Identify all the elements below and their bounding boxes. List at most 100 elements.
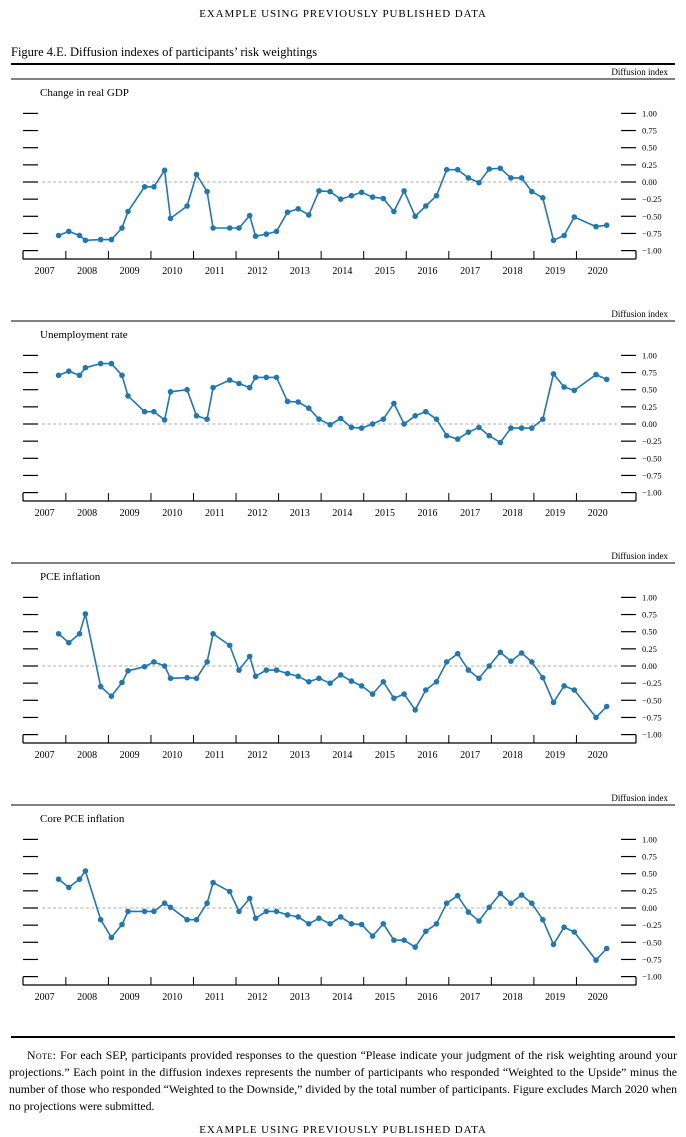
x-axis-year-label: 2011 xyxy=(205,992,225,1003)
x-axis-year-label: 2012 xyxy=(247,750,267,761)
data-point xyxy=(561,232,567,239)
data-point xyxy=(497,165,504,172)
data-point xyxy=(193,413,200,419)
x-axis-year-label: 2020 xyxy=(588,750,608,761)
data-point xyxy=(184,916,190,923)
data-point xyxy=(518,892,525,898)
data-point xyxy=(141,908,148,915)
data-point xyxy=(119,679,125,686)
data-point xyxy=(236,380,242,387)
data-point xyxy=(151,408,157,415)
x-axis-year-label: 2013 xyxy=(290,508,310,519)
data-point xyxy=(108,934,115,941)
series-line xyxy=(58,870,608,961)
chart-panel-2: Diffusion index PCE inflation 1.00 0.75 0.50… xyxy=(11,551,675,761)
data-point xyxy=(433,921,440,927)
data-point xyxy=(226,888,233,895)
data-point xyxy=(210,879,216,886)
data-point xyxy=(369,933,376,939)
data-point xyxy=(97,236,104,243)
data-point xyxy=(348,424,355,431)
data-point xyxy=(226,225,233,231)
x-axis-year-label: 2010 xyxy=(162,266,182,277)
x-axis-year-label: 2015 xyxy=(375,992,395,1003)
diffusion-index-label: Diffusion index xyxy=(611,793,668,803)
data-point xyxy=(561,924,567,930)
data-point xyxy=(529,900,535,906)
data-point xyxy=(306,212,312,218)
y-axis-tick-label: −0.75 xyxy=(642,470,662,480)
x-axis-year-label: 2015 xyxy=(375,750,395,761)
data-point xyxy=(454,650,461,657)
x-axis-year-label: 2009 xyxy=(120,750,140,761)
data-point xyxy=(433,192,440,199)
data-point xyxy=(593,371,599,378)
data-point xyxy=(369,691,376,697)
y-axis-tick-label: 0.75 xyxy=(642,852,657,862)
x-axis-year-label: 2007 xyxy=(35,508,55,519)
panel-title: Core PCE inflation xyxy=(40,813,125,825)
data-point xyxy=(263,908,270,915)
data-point xyxy=(66,884,72,891)
data-point xyxy=(184,386,190,393)
data-point xyxy=(66,368,72,374)
y-axis-tick-label: −1.00 xyxy=(642,246,662,256)
y-axis-tick-label: −0.25 xyxy=(642,678,662,688)
data-point xyxy=(337,672,344,678)
data-point xyxy=(284,209,291,215)
data-point xyxy=(518,425,525,431)
data-point xyxy=(295,673,302,680)
data-point xyxy=(497,649,504,656)
data-point xyxy=(550,371,557,377)
x-axis-year-label: 2014 xyxy=(332,992,352,1003)
data-point xyxy=(358,425,365,431)
data-point xyxy=(433,416,440,422)
data-point xyxy=(476,675,482,682)
data-point xyxy=(97,683,104,690)
data-point xyxy=(433,679,440,685)
data-point xyxy=(97,360,104,367)
data-point xyxy=(518,175,525,181)
x-axis-year-label: 2012 xyxy=(247,508,267,519)
data-point xyxy=(119,225,125,231)
data-point xyxy=(443,659,450,665)
data-point xyxy=(246,653,253,660)
data-point xyxy=(273,374,280,381)
x-axis-year-label: 2009 xyxy=(120,266,140,277)
data-point xyxy=(412,707,419,713)
data-point xyxy=(358,921,365,928)
y-axis-tick-label: 0.75 xyxy=(642,610,657,620)
data-point xyxy=(55,372,62,379)
data-point xyxy=(108,693,115,699)
data-point xyxy=(380,921,387,927)
y-axis-tick-label: −0.75 xyxy=(642,228,662,238)
data-point xyxy=(210,225,216,231)
data-point xyxy=(306,921,312,927)
data-point xyxy=(593,714,599,721)
data-point xyxy=(151,184,157,190)
data-point xyxy=(55,232,62,239)
y-axis-tick-label: −1.00 xyxy=(642,972,662,982)
data-point xyxy=(273,667,280,673)
data-point xyxy=(508,425,514,431)
data-point xyxy=(151,908,157,915)
data-point xyxy=(391,937,397,943)
data-point xyxy=(252,233,259,239)
x-axis-year-label: 2010 xyxy=(162,750,182,761)
x-axis-year-label: 2009 xyxy=(120,992,140,1003)
data-point xyxy=(486,432,493,439)
x-axis-year-label: 2016 xyxy=(418,266,438,277)
data-point xyxy=(465,429,472,435)
data-point xyxy=(236,667,242,673)
x-axis-year-label: 2015 xyxy=(375,508,395,519)
data-point xyxy=(236,225,242,231)
data-point xyxy=(476,918,482,924)
data-point xyxy=(497,890,504,897)
data-point xyxy=(204,659,210,665)
data-point xyxy=(348,192,355,199)
data-point xyxy=(529,188,535,195)
data-point xyxy=(108,360,115,367)
diffusion-index-label: Diffusion index xyxy=(611,67,668,77)
data-point xyxy=(161,417,168,423)
data-point xyxy=(540,195,546,201)
